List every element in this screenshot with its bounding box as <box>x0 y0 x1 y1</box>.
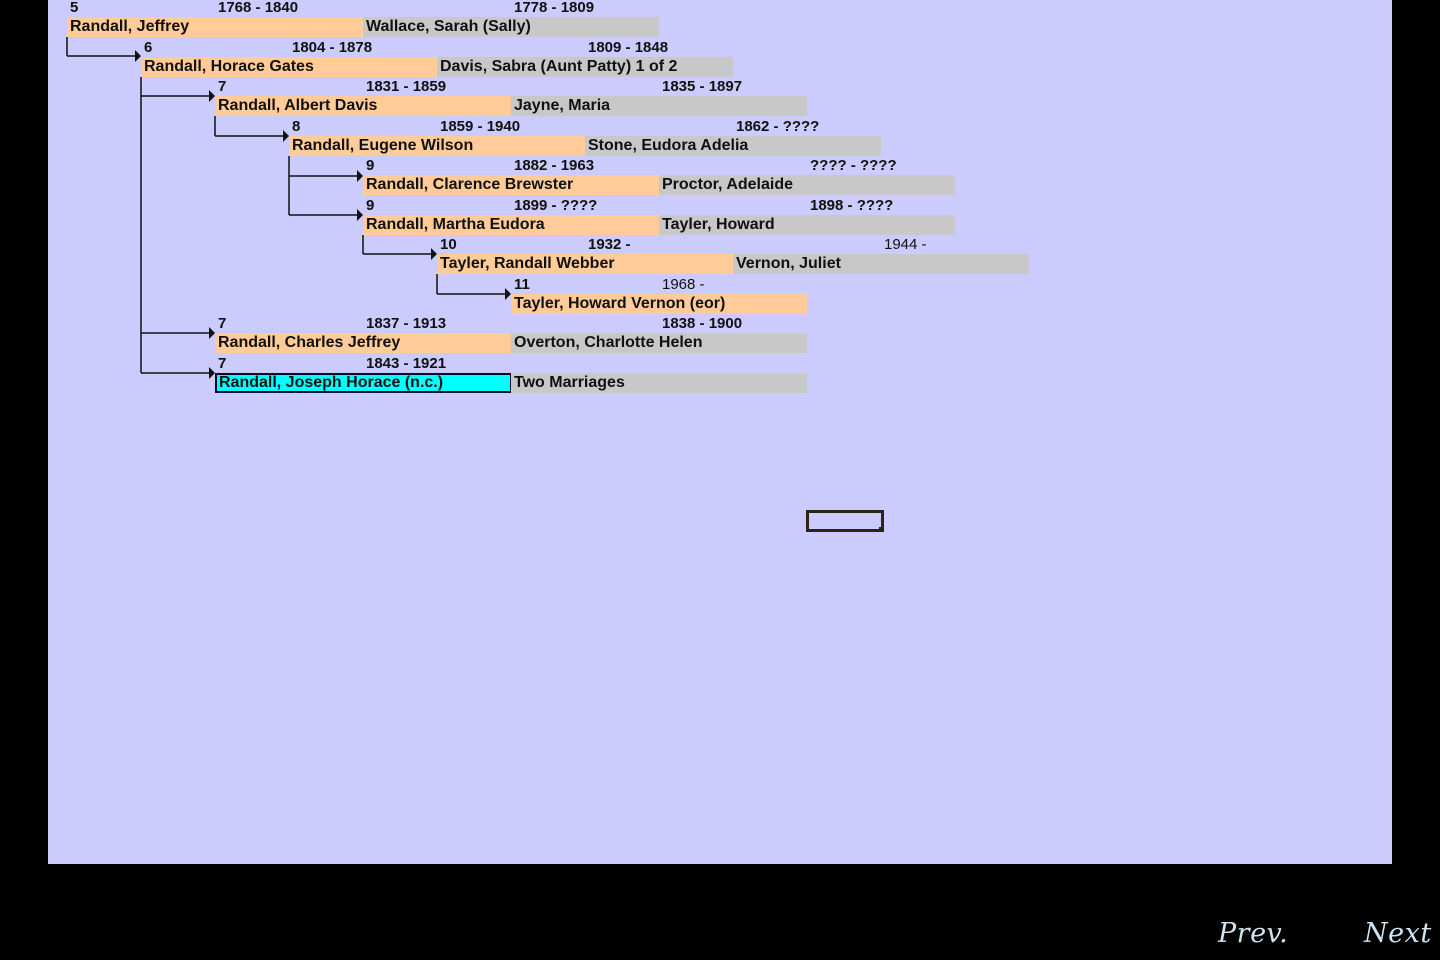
next-button[interactable]: Next <box>1364 918 1432 949</box>
person-box[interactable]: Randall, Eugene Wilson <box>289 136 585 156</box>
selected-person-box[interactable]: Randall, Joseph Horace (n.c.) <box>215 373 512 393</box>
person-dates: 1837 - 1913 <box>366 315 447 332</box>
person-box[interactable]: Tayler, Howard Vernon (eor) <box>511 294 807 314</box>
generation-number: 7 <box>218 315 227 332</box>
spouse-box[interactable]: Proctor, Adelaide <box>659 175 955 195</box>
spouse-dates: 1862 - ???? <box>736 118 820 135</box>
spouse-dates: 1809 - 1848 <box>588 39 669 56</box>
generation-number: 9 <box>366 197 375 214</box>
arrow-icon <box>505 288 511 300</box>
generation-number: 5 <box>70 0 79 16</box>
person-dates: 1843 - 1921 <box>366 355 447 372</box>
person-box[interactable]: Randall, Charles Jeffrey <box>215 333 511 353</box>
spouse-box[interactable]: Overton, Charlotte Helen <box>511 333 807 353</box>
person-box[interactable]: Randall, Clarence Brewster <box>363 175 659 195</box>
spouse-box[interactable]: Two Marriages <box>511 373 807 393</box>
arrow-icon <box>357 209 363 221</box>
person-dates: 1882 - 1963 <box>514 157 595 174</box>
spouse-box[interactable]: Wallace, Sarah (Sally) <box>363 17 659 37</box>
person-box[interactable]: Randall, Albert Davis <box>215 96 511 116</box>
arrow-icon <box>357 170 363 182</box>
person-dates: 1768 - 1840 <box>218 0 299 16</box>
generation-number: 7 <box>218 78 227 95</box>
spouse-dates: ???? - ???? <box>810 157 897 174</box>
spouse-box[interactable]: Stone, Eudora Adelia <box>585 136 881 156</box>
spouse-dates: 1778 - 1809 <box>514 0 595 16</box>
person-dates: 1968 - <box>662 276 705 293</box>
prev-button[interactable]: Prev. <box>1218 918 1289 949</box>
person-dates: 1932 - <box>588 236 631 253</box>
generation-number: 6 <box>144 39 153 56</box>
tree-connector-lines <box>66 37 511 379</box>
person-box[interactable]: Randall, Horace Gates <box>141 57 437 77</box>
generation-number: 7 <box>218 355 227 372</box>
generation-number: 10 <box>440 236 457 253</box>
resize-handle-icon <box>879 527 884 532</box>
generation-number: 9 <box>366 157 375 174</box>
spouse-dates: 1944 - <box>884 236 927 253</box>
person-dates: 1899 - ???? <box>514 197 598 214</box>
person-dates: 1859 - 1940 <box>440 118 521 135</box>
focus-rectangle <box>806 510 884 532</box>
spouse-box[interactable]: Jayne, Maria <box>511 96 807 116</box>
arrow-icon <box>283 130 289 142</box>
generation-number: 11 <box>514 276 530 293</box>
person-box[interactable]: Randall, Jeffrey <box>67 17 363 37</box>
spouse-dates: 1835 - 1897 <box>662 78 743 95</box>
spouse-box[interactable]: Vernon, Juliet <box>733 254 1029 274</box>
spouse-dates: 1838 - 1900 <box>662 315 743 332</box>
person-box[interactable]: Randall, Martha Eudora <box>363 215 659 235</box>
person-box[interactable]: Tayler, Randall Webber <box>437 254 733 274</box>
spouse-box[interactable]: Davis, Sabra (Aunt Patty) 1 of 2 <box>437 57 733 77</box>
generation-number: 8 <box>292 118 301 135</box>
arrow-icon <box>209 367 215 379</box>
spouse-dates: 1898 - ???? <box>810 197 894 214</box>
person-dates: 1804 - 1878 <box>292 39 373 56</box>
family-tree: 5 1768 - 1840 1778 - 1809 Randall, Jeffr… <box>0 0 1440 420</box>
person-dates: 1831 - 1859 <box>366 78 447 95</box>
arrow-icon <box>209 327 215 339</box>
arrow-icon <box>431 248 437 260</box>
arrow-icon <box>209 90 215 102</box>
arrow-icon <box>135 50 141 62</box>
spouse-box[interactable]: Tayler, Howard <box>659 215 955 235</box>
